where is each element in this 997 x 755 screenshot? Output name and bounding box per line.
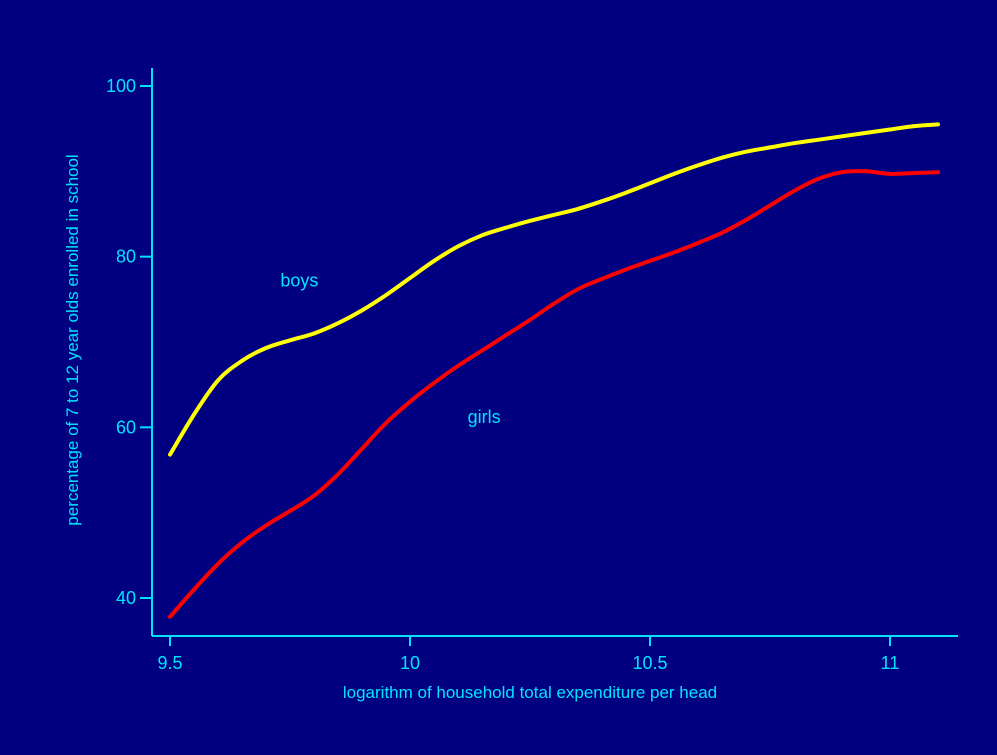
y-tick-label: 80	[116, 247, 136, 267]
x-axis-label: logarithm of household total expenditure…	[343, 683, 717, 702]
y-tick-label: 40	[116, 588, 136, 608]
annotation-girls: girls	[468, 407, 501, 427]
y-tick-label: 100	[106, 76, 136, 96]
annotations: boys girls	[280, 271, 500, 428]
y-axis-label: percentage of 7 to 12 year olds enrolled…	[63, 154, 82, 525]
x-tick-label: 11	[881, 653, 900, 673]
ticks: 9.5 10 10.5 11 40 60 80 100	[106, 76, 899, 673]
axes	[151, 68, 958, 637]
x-tick-label: 10.5	[632, 653, 667, 673]
annotation-boys: boys	[280, 271, 318, 291]
x-tick-label: 9.5	[157, 653, 182, 673]
series-line-girls	[168, 169, 940, 619]
series	[168, 122, 940, 619]
y-tick-label: 60	[116, 417, 136, 437]
series-line-boys	[168, 122, 940, 457]
x-tick-label: 10	[400, 653, 420, 673]
